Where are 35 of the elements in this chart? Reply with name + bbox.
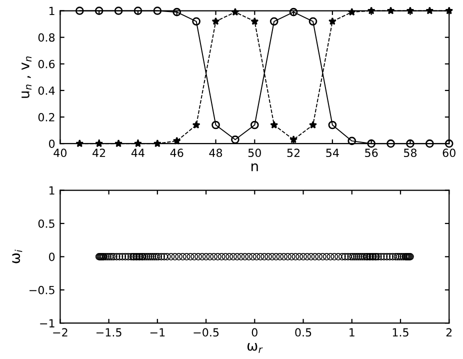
x-tick-label: −1 bbox=[150, 328, 165, 336]
x-tick-label: 50 bbox=[248, 148, 261, 158]
x-tick-label: −0.5 bbox=[194, 328, 219, 337]
y-tick-label: 0.2 bbox=[38, 113, 54, 122]
y-tick-label: 0.5 bbox=[38, 219, 54, 228]
x-tick-label: 58 bbox=[404, 148, 417, 158]
x-tick-label: 46 bbox=[170, 148, 184, 158]
x-tick-label: −1.5 bbox=[96, 328, 122, 337]
y-tick-label: 0.4 bbox=[38, 86, 55, 95]
y-tick-label: −1 bbox=[40, 319, 54, 328]
x-tick-label: 56 bbox=[365, 148, 378, 158]
y-axis-title: u$_{n}$ , v$_{n}$ bbox=[21, 56, 32, 98]
x-tick-label: −2 bbox=[53, 328, 68, 336]
y-tick-label: 1 bbox=[49, 6, 54, 15]
x-tick-label: 44 bbox=[131, 148, 144, 157]
x-tick-label: 60 bbox=[442, 148, 456, 158]
x-tick-label: 48 bbox=[209, 148, 222, 158]
x-tick-label: 1 bbox=[350, 328, 354, 336]
x-tick-label: 1.5 bbox=[392, 328, 408, 337]
y-tick-label: 0.6 bbox=[38, 60, 55, 68]
x-tick-label: 42 bbox=[92, 148, 106, 157]
y-tick-label: −0.5 bbox=[30, 286, 54, 294]
x-tick-label: 40 bbox=[54, 148, 67, 158]
y-axis-title: ω$_{i}$ bbox=[12, 250, 22, 264]
x-axis-title: n bbox=[252, 163, 258, 172]
y-tick-label: 0 bbox=[48, 252, 55, 262]
y-tick-label: 1 bbox=[49, 186, 54, 194]
y-tick-label: 0 bbox=[48, 140, 55, 148]
x-tick-label: 0.5 bbox=[295, 328, 312, 337]
x-tick-label: 2 bbox=[446, 328, 452, 336]
x-tick-label: 0 bbox=[252, 328, 258, 337]
x-axis-title: ω$_{r}$ bbox=[247, 343, 263, 353]
x-tick-label: 54 bbox=[326, 148, 339, 158]
y-tick-label: 0.8 bbox=[38, 33, 55, 42]
x-tick-label: 52 bbox=[287, 148, 300, 158]
